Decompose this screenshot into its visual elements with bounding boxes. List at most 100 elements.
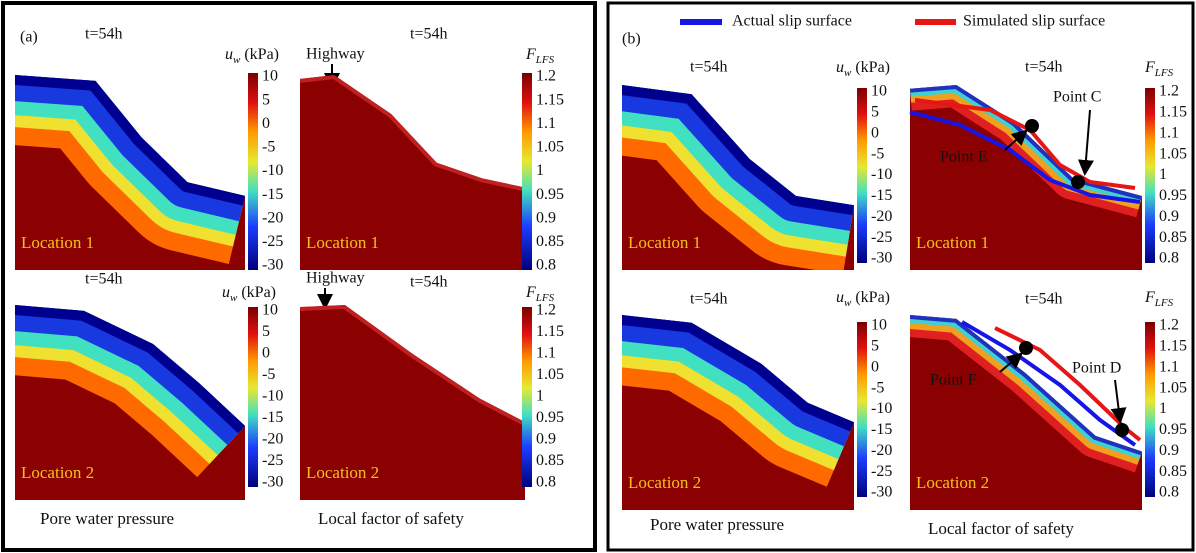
- contour-plot: [910, 315, 1142, 510]
- colorbar-tick-label: 0.85: [1159, 463, 1187, 480]
- point-marker: [1071, 175, 1085, 189]
- colorbar-tick-label: -25: [871, 229, 892, 246]
- point-marker: [1019, 341, 1033, 355]
- time-label: t=54h: [410, 274, 447, 291]
- caption: Local factor of safety: [318, 509, 464, 528]
- colorbar-title: FLFS: [525, 46, 555, 66]
- symbol: u: [836, 59, 844, 76]
- point-label: Point E: [940, 149, 988, 166]
- panel-label: (a): [20, 29, 38, 46]
- colorbar-tick-label: 1: [536, 162, 544, 179]
- panel-border: [1, 1, 597, 552]
- symbol: u: [836, 289, 844, 306]
- unit: (kPa): [244, 46, 279, 63]
- colorbar-tick-label: 0.95: [536, 186, 564, 203]
- colorbar-tick-label: 1.15: [536, 91, 564, 108]
- panel-label: (b): [622, 31, 641, 48]
- colorbar-tick-label: 1.1: [536, 345, 556, 362]
- colorbar-tick-label: -25: [262, 452, 283, 469]
- colorbar-tick-label: -10: [871, 166, 892, 183]
- colorbar-tick-label: 1: [1159, 166, 1167, 183]
- contour-band: [15, 75, 245, 206]
- colorbar-tick-label: 0: [871, 124, 879, 141]
- colorbar-title: uw (kPa): [222, 284, 276, 304]
- colorbar-tick-label: 0.9: [1159, 208, 1179, 225]
- arrow: [1004, 129, 1028, 151]
- location-label: Location 1: [306, 233, 379, 252]
- annotation: Highway: [306, 46, 365, 63]
- colorbar-tick-label: 0.8: [536, 257, 556, 274]
- point-marker: [1025, 119, 1039, 133]
- colorbar-tick-label: 1.15: [1159, 104, 1187, 121]
- time-label: t=54h: [85, 26, 122, 43]
- time-label: t=54h: [690, 59, 727, 76]
- colorbar-tick-label: 0.8: [1159, 484, 1179, 501]
- colorbar-tick-label: 0.8: [1159, 250, 1179, 267]
- time-label: t=54h: [85, 271, 122, 288]
- unit: (kPa): [855, 289, 890, 306]
- legend-label: Actual slip surface: [732, 13, 852, 30]
- colorbar: [248, 307, 258, 487]
- location-label: Location 1: [21, 233, 94, 252]
- colorbar-tick-label: -30: [871, 250, 892, 267]
- colorbar-tick-label: 1.15: [1159, 338, 1187, 355]
- colorbar-tick-label: 1.2: [1159, 83, 1179, 100]
- colorbar: [1145, 88, 1155, 263]
- arrow: [1077, 109, 1094, 176]
- slip-surface: [960, 320, 1137, 447]
- slip-surface: [914, 98, 1136, 190]
- colorbar-tick-label: -30: [262, 474, 283, 491]
- colorbar-tick-label: 0.95: [1159, 187, 1187, 204]
- colorbar-tick-label: -15: [871, 421, 892, 438]
- colorbar-tick-label: 10: [871, 317, 887, 334]
- subscript: LFS: [1154, 67, 1174, 79]
- colorbar-tick-label: 0.9: [1159, 442, 1179, 459]
- colorbar-tick-label: -10: [262, 162, 283, 179]
- symbol: u: [225, 46, 233, 63]
- colorbar: [522, 73, 532, 270]
- subscript: LFS: [1154, 297, 1174, 309]
- colorbar-tick-label: 1.1: [536, 115, 556, 132]
- colorbar-tick-label: 1.05: [536, 366, 564, 383]
- colorbar-tick-label: 1.2: [1159, 317, 1179, 334]
- contour-band: [910, 315, 1142, 456]
- subscript: w: [230, 292, 238, 304]
- subscript: w: [844, 297, 852, 309]
- slip-surface: [909, 110, 1141, 204]
- legend: Actual slip surface Simulated slip surfa…: [680, 13, 1105, 30]
- time-label: t=54h: [410, 26, 447, 43]
- unit: (kPa): [855, 59, 890, 76]
- subscript: LFS: [535, 292, 555, 304]
- colorbar-tick-label: -5: [262, 139, 275, 156]
- caption: Pore water pressure: [40, 509, 174, 528]
- colorbar-tick-label: 10: [871, 83, 887, 100]
- time-label: t=54h: [690, 291, 727, 308]
- colorbar-tick-label: -20: [871, 208, 892, 225]
- colorbar-tick-label: 0.95: [1159, 421, 1187, 438]
- subscript: w: [844, 67, 852, 79]
- colorbar-tick-label: 1.2: [536, 302, 556, 319]
- location-label: Location 1: [628, 233, 701, 252]
- colorbar-title: FLFS: [1144, 59, 1174, 79]
- colorbar-tick-label: 0.85: [536, 233, 564, 250]
- colorbar-tick-label: -20: [262, 209, 283, 226]
- colorbar-tick-label: -5: [262, 366, 275, 383]
- arrow: [1110, 379, 1127, 424]
- colorbar: [522, 307, 532, 487]
- contour-plot: [622, 315, 854, 510]
- colorbar-tick-label: 1: [536, 388, 544, 405]
- slope-body: [300, 305, 525, 500]
- colorbar-title: uw (kPa): [225, 46, 279, 66]
- colorbar-tick-label: 1.1: [1159, 124, 1179, 141]
- colorbar-tick-label: 5: [871, 104, 879, 121]
- colorbar-title: FLFS: [1144, 289, 1174, 309]
- colorbar: [857, 322, 867, 497]
- colorbar-tick-label: 1.05: [536, 139, 564, 156]
- point-marker: [1115, 423, 1129, 437]
- colorbar-tick-label: -10: [871, 400, 892, 417]
- contour-band: [622, 315, 854, 432]
- colorbar-tick-label: 0.9: [536, 431, 556, 448]
- caption: Local factor of safety: [928, 519, 1074, 538]
- annotation: Highway: [306, 270, 365, 287]
- caption: Pore water pressure: [650, 515, 784, 534]
